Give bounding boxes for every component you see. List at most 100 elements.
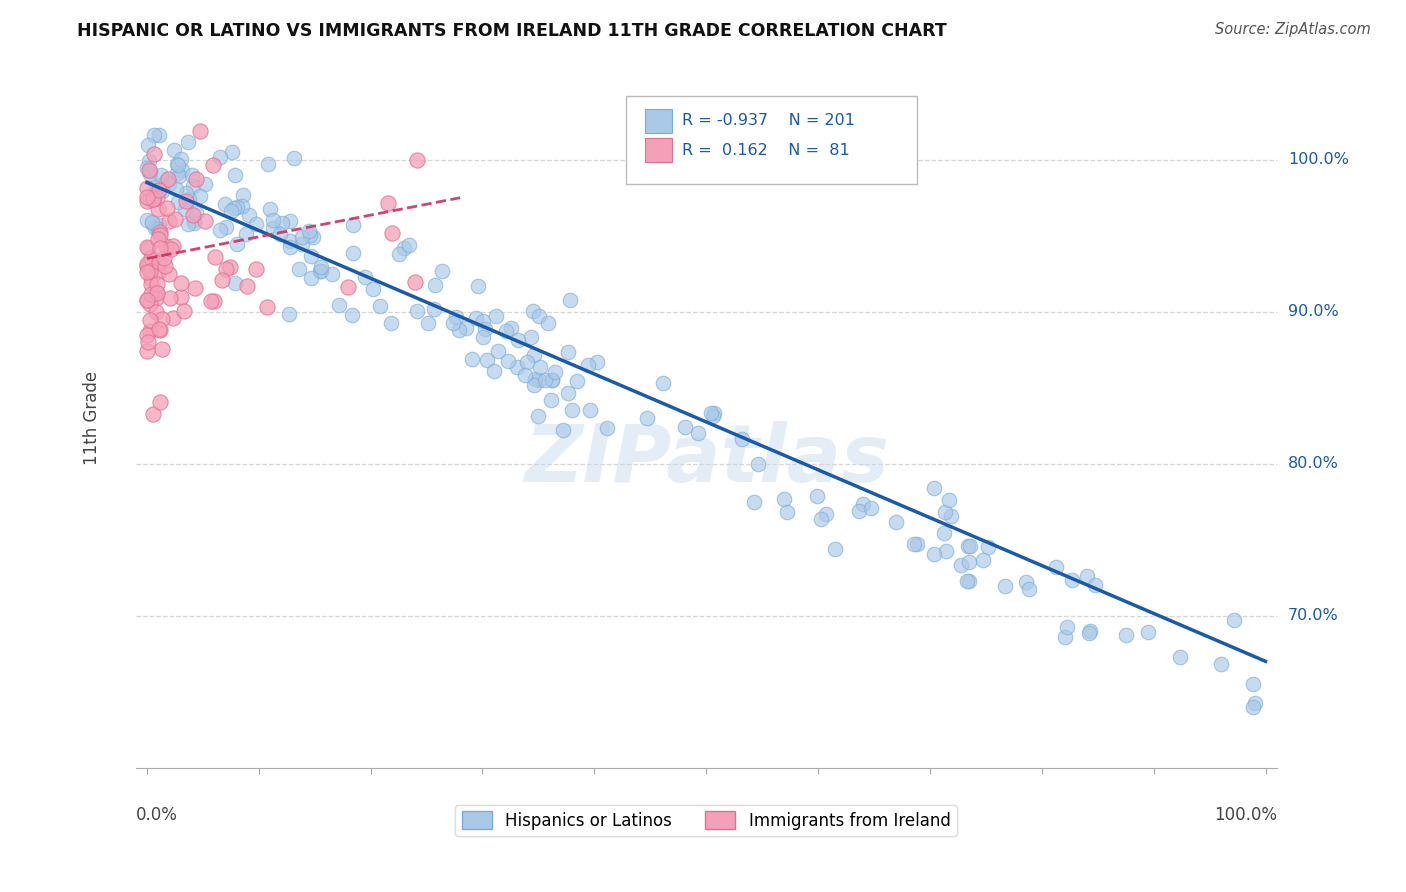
- Point: [136, 328, 159, 343]
- Point: [157, 214, 180, 228]
- Point: [418, 316, 440, 330]
- Point: [291, 237, 314, 252]
- Point: [308, 264, 330, 278]
- Point: [688, 426, 710, 441]
- Point: [181, 168, 204, 182]
- Point: [1045, 560, 1067, 574]
- Point: [560, 293, 582, 308]
- Point: [149, 227, 172, 242]
- Point: [523, 377, 546, 392]
- Point: [148, 322, 170, 336]
- Point: [398, 237, 420, 252]
- Point: [959, 555, 981, 569]
- Point: [328, 298, 350, 312]
- Point: [162, 311, 184, 326]
- Point: [959, 539, 981, 553]
- Point: [731, 432, 754, 446]
- Point: [1078, 624, 1101, 638]
- Point: [776, 505, 799, 519]
- Point: [165, 182, 187, 196]
- Point: [221, 145, 243, 160]
- Point: [557, 344, 579, 359]
- Point: [167, 158, 190, 172]
- Point: [278, 308, 301, 322]
- Point: [824, 541, 846, 556]
- Text: R =  0.162    N =  81: R = 0.162 N = 81: [682, 143, 851, 158]
- Point: [224, 276, 246, 290]
- Point: [177, 135, 200, 149]
- Point: [806, 489, 828, 503]
- Point: [1241, 700, 1264, 714]
- Point: [150, 312, 173, 326]
- Point: [290, 230, 312, 244]
- Point: [138, 154, 160, 169]
- Point: [202, 158, 225, 172]
- Point: [699, 406, 721, 420]
- Point: [139, 252, 162, 266]
- Point: [957, 574, 980, 588]
- Point: [159, 291, 181, 305]
- Point: [181, 178, 204, 193]
- Point: [186, 205, 208, 219]
- Point: [163, 143, 186, 157]
- Point: [1018, 582, 1040, 597]
- Point: [543, 365, 565, 379]
- Point: [148, 184, 170, 198]
- Point: [215, 262, 238, 277]
- Point: [135, 161, 157, 175]
- Point: [145, 291, 167, 305]
- Point: [162, 239, 184, 253]
- Point: [150, 184, 173, 198]
- Point: [773, 491, 796, 506]
- Point: [235, 227, 257, 241]
- Point: [321, 267, 343, 281]
- Point: [138, 263, 160, 277]
- Point: [523, 372, 546, 386]
- Point: [651, 376, 673, 391]
- Point: [934, 505, 956, 519]
- Point: [186, 172, 208, 186]
- Point: [380, 316, 402, 330]
- Point: [145, 305, 167, 319]
- Point: [181, 208, 204, 222]
- Point: [146, 191, 169, 205]
- Point: [977, 540, 1000, 554]
- Point: [488, 344, 510, 359]
- Point: [1136, 625, 1159, 640]
- Point: [405, 153, 427, 168]
- Point: [994, 579, 1017, 593]
- Point: [148, 222, 170, 236]
- Point: [149, 323, 172, 337]
- Point: [139, 167, 162, 181]
- Point: [579, 403, 602, 417]
- Point: [149, 168, 172, 182]
- Point: [136, 241, 159, 255]
- Point: [135, 293, 157, 308]
- Point: [145, 285, 167, 299]
- Point: [430, 263, 453, 277]
- Text: Source: ZipAtlas.com: Source: ZipAtlas.com: [1215, 22, 1371, 37]
- Point: [148, 202, 170, 217]
- Point: [423, 302, 446, 317]
- Point: [141, 216, 163, 230]
- Point: [135, 180, 157, 194]
- Point: [139, 271, 162, 285]
- Point: [200, 294, 222, 309]
- Point: [148, 255, 170, 269]
- Point: [299, 271, 322, 285]
- Point: [136, 344, 159, 359]
- Point: [467, 279, 489, 293]
- Point: [139, 193, 162, 207]
- Point: [155, 239, 177, 253]
- Point: [541, 373, 564, 387]
- Point: [146, 232, 169, 246]
- Point: [475, 353, 498, 368]
- Point: [1056, 620, 1078, 634]
- Point: [461, 352, 484, 367]
- Point: [142, 192, 165, 206]
- Point: [471, 314, 494, 328]
- Point: [447, 323, 470, 337]
- Point: [145, 178, 167, 193]
- Point: [194, 213, 217, 227]
- Point: [747, 457, 769, 471]
